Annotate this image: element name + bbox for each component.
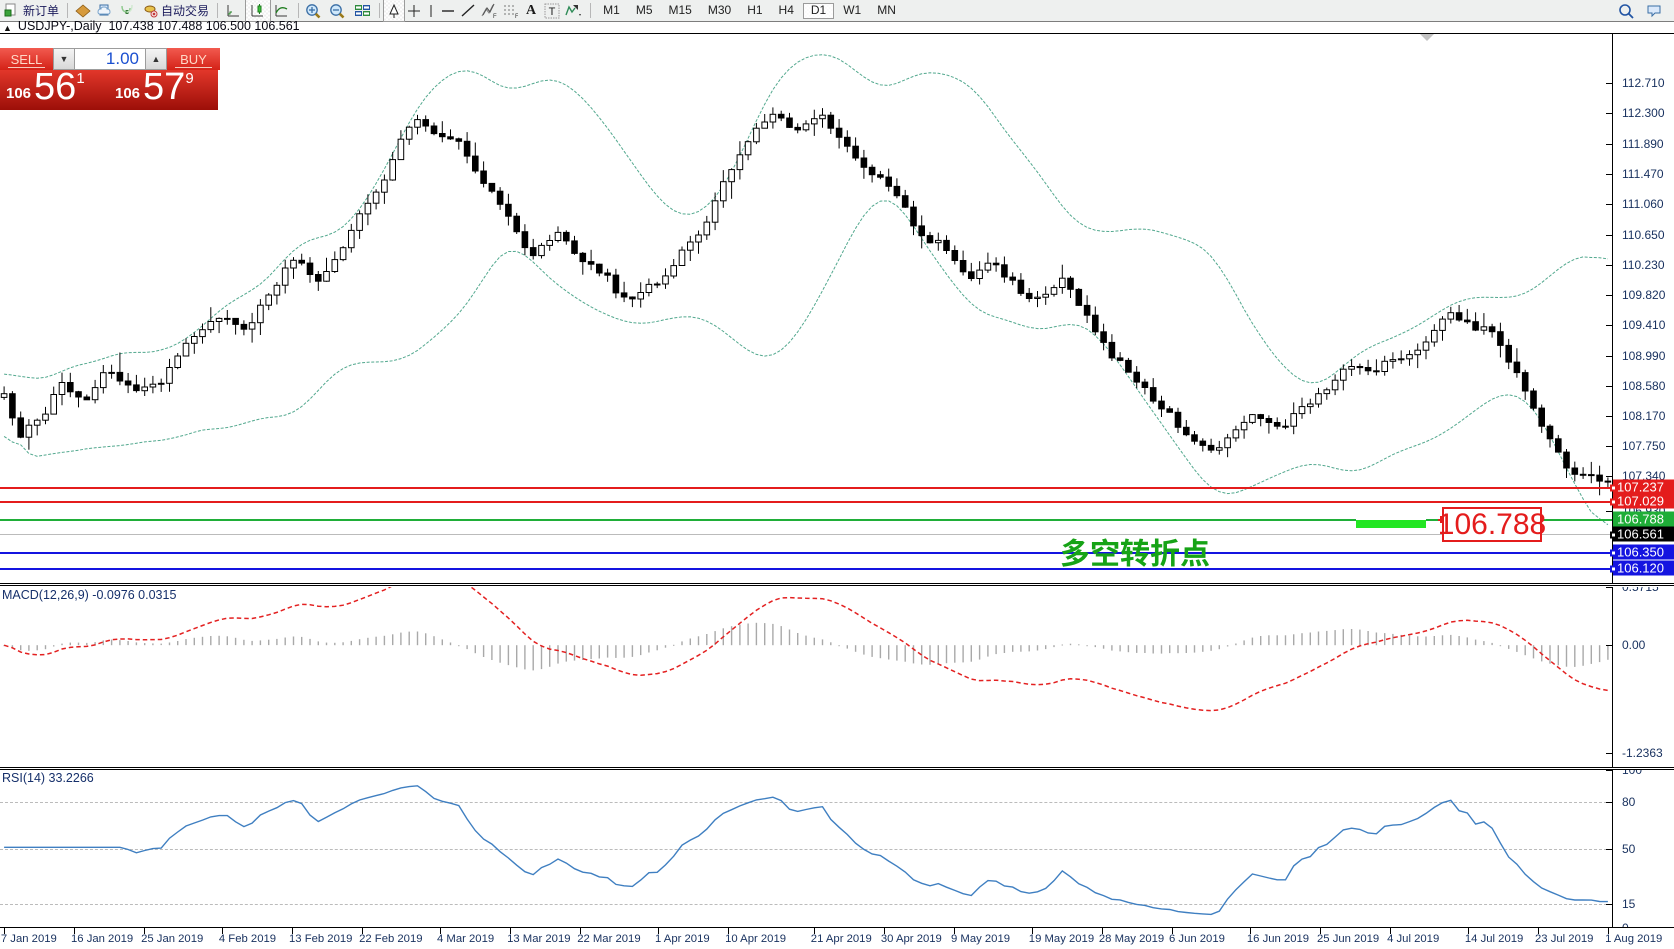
- svg-text:T: T: [549, 6, 556, 18]
- svg-text:F: F: [515, 14, 518, 19]
- svg-text:F: F: [493, 14, 497, 19]
